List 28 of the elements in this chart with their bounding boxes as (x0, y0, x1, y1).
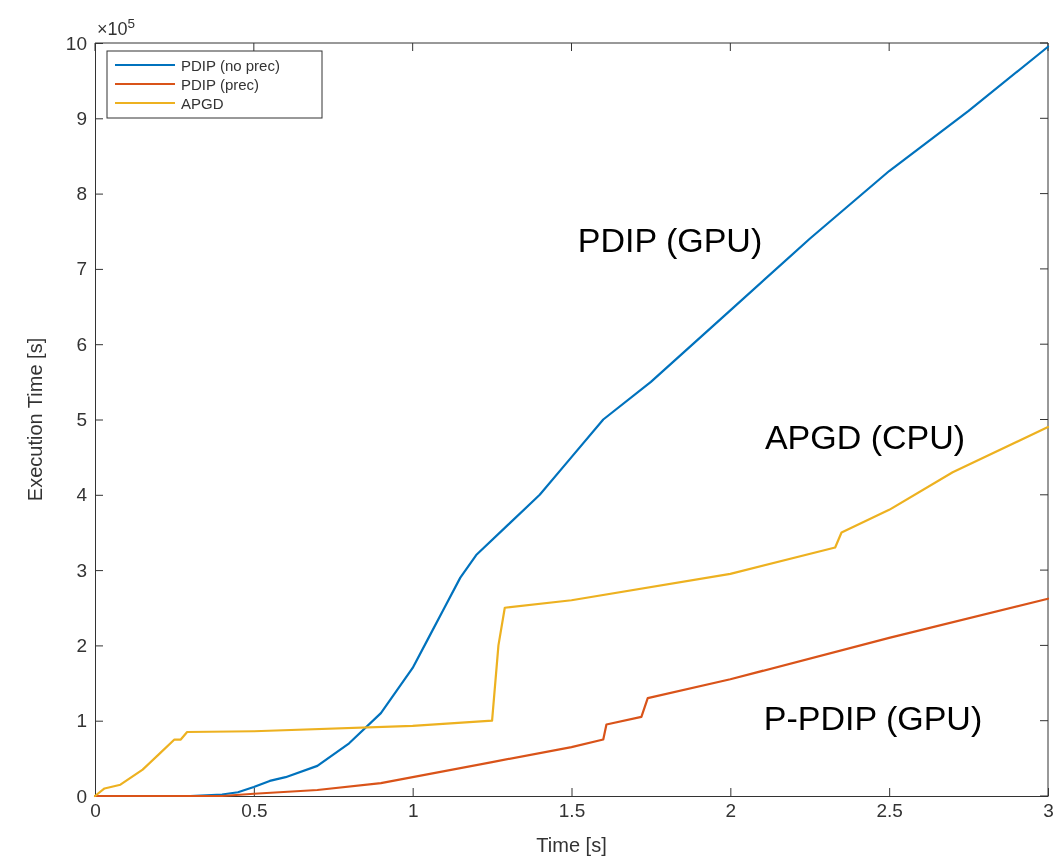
y-tick-label: 8 (76, 183, 87, 205)
annotation: PDIP (GPU) (577, 221, 763, 259)
line-series (93, 45, 1050, 798)
y-tick-label: 5 (76, 409, 87, 431)
x-tick-label: 2 (725, 800, 737, 822)
text: ×10$^{5}$ (97, 15, 136, 39)
y-tick-label: 0 (76, 785, 87, 807)
y-tick-label: 3 (76, 559, 87, 581)
legend-label: APGD (181, 94, 224, 112)
annotation: APGD (CPU) (764, 418, 966, 456)
y-axis-title: Execution Time [s] (24, 337, 46, 502)
x-tick-label: 1.5 (558, 800, 586, 822)
annotation: P-PDIP (GPU) (763, 699, 983, 737)
x-axis-title: Time [s] (536, 834, 607, 856)
y-tick-label: 2 (76, 634, 87, 656)
x-tick-label: 0 (90, 800, 101, 822)
y-tick-label: 1 (76, 710, 87, 732)
x-tick-label: 2.5 (876, 800, 903, 822)
x-tick-label: 3 (1043, 800, 1054, 822)
y-tick-label: 7 (76, 258, 87, 280)
x-tick-label: 0.5 (241, 800, 268, 822)
legend-label: PDIP (no prec) (181, 56, 280, 74)
y-tick-label: 9 (76, 107, 87, 129)
y-tick-label: 10 (65, 32, 87, 54)
x-tick-label: 1 (407, 800, 419, 822)
y-tick-label: 6 (76, 333, 87, 355)
legend-label: PDIP (prec) (181, 75, 260, 93)
y-tick-label: 4 (76, 484, 88, 506)
